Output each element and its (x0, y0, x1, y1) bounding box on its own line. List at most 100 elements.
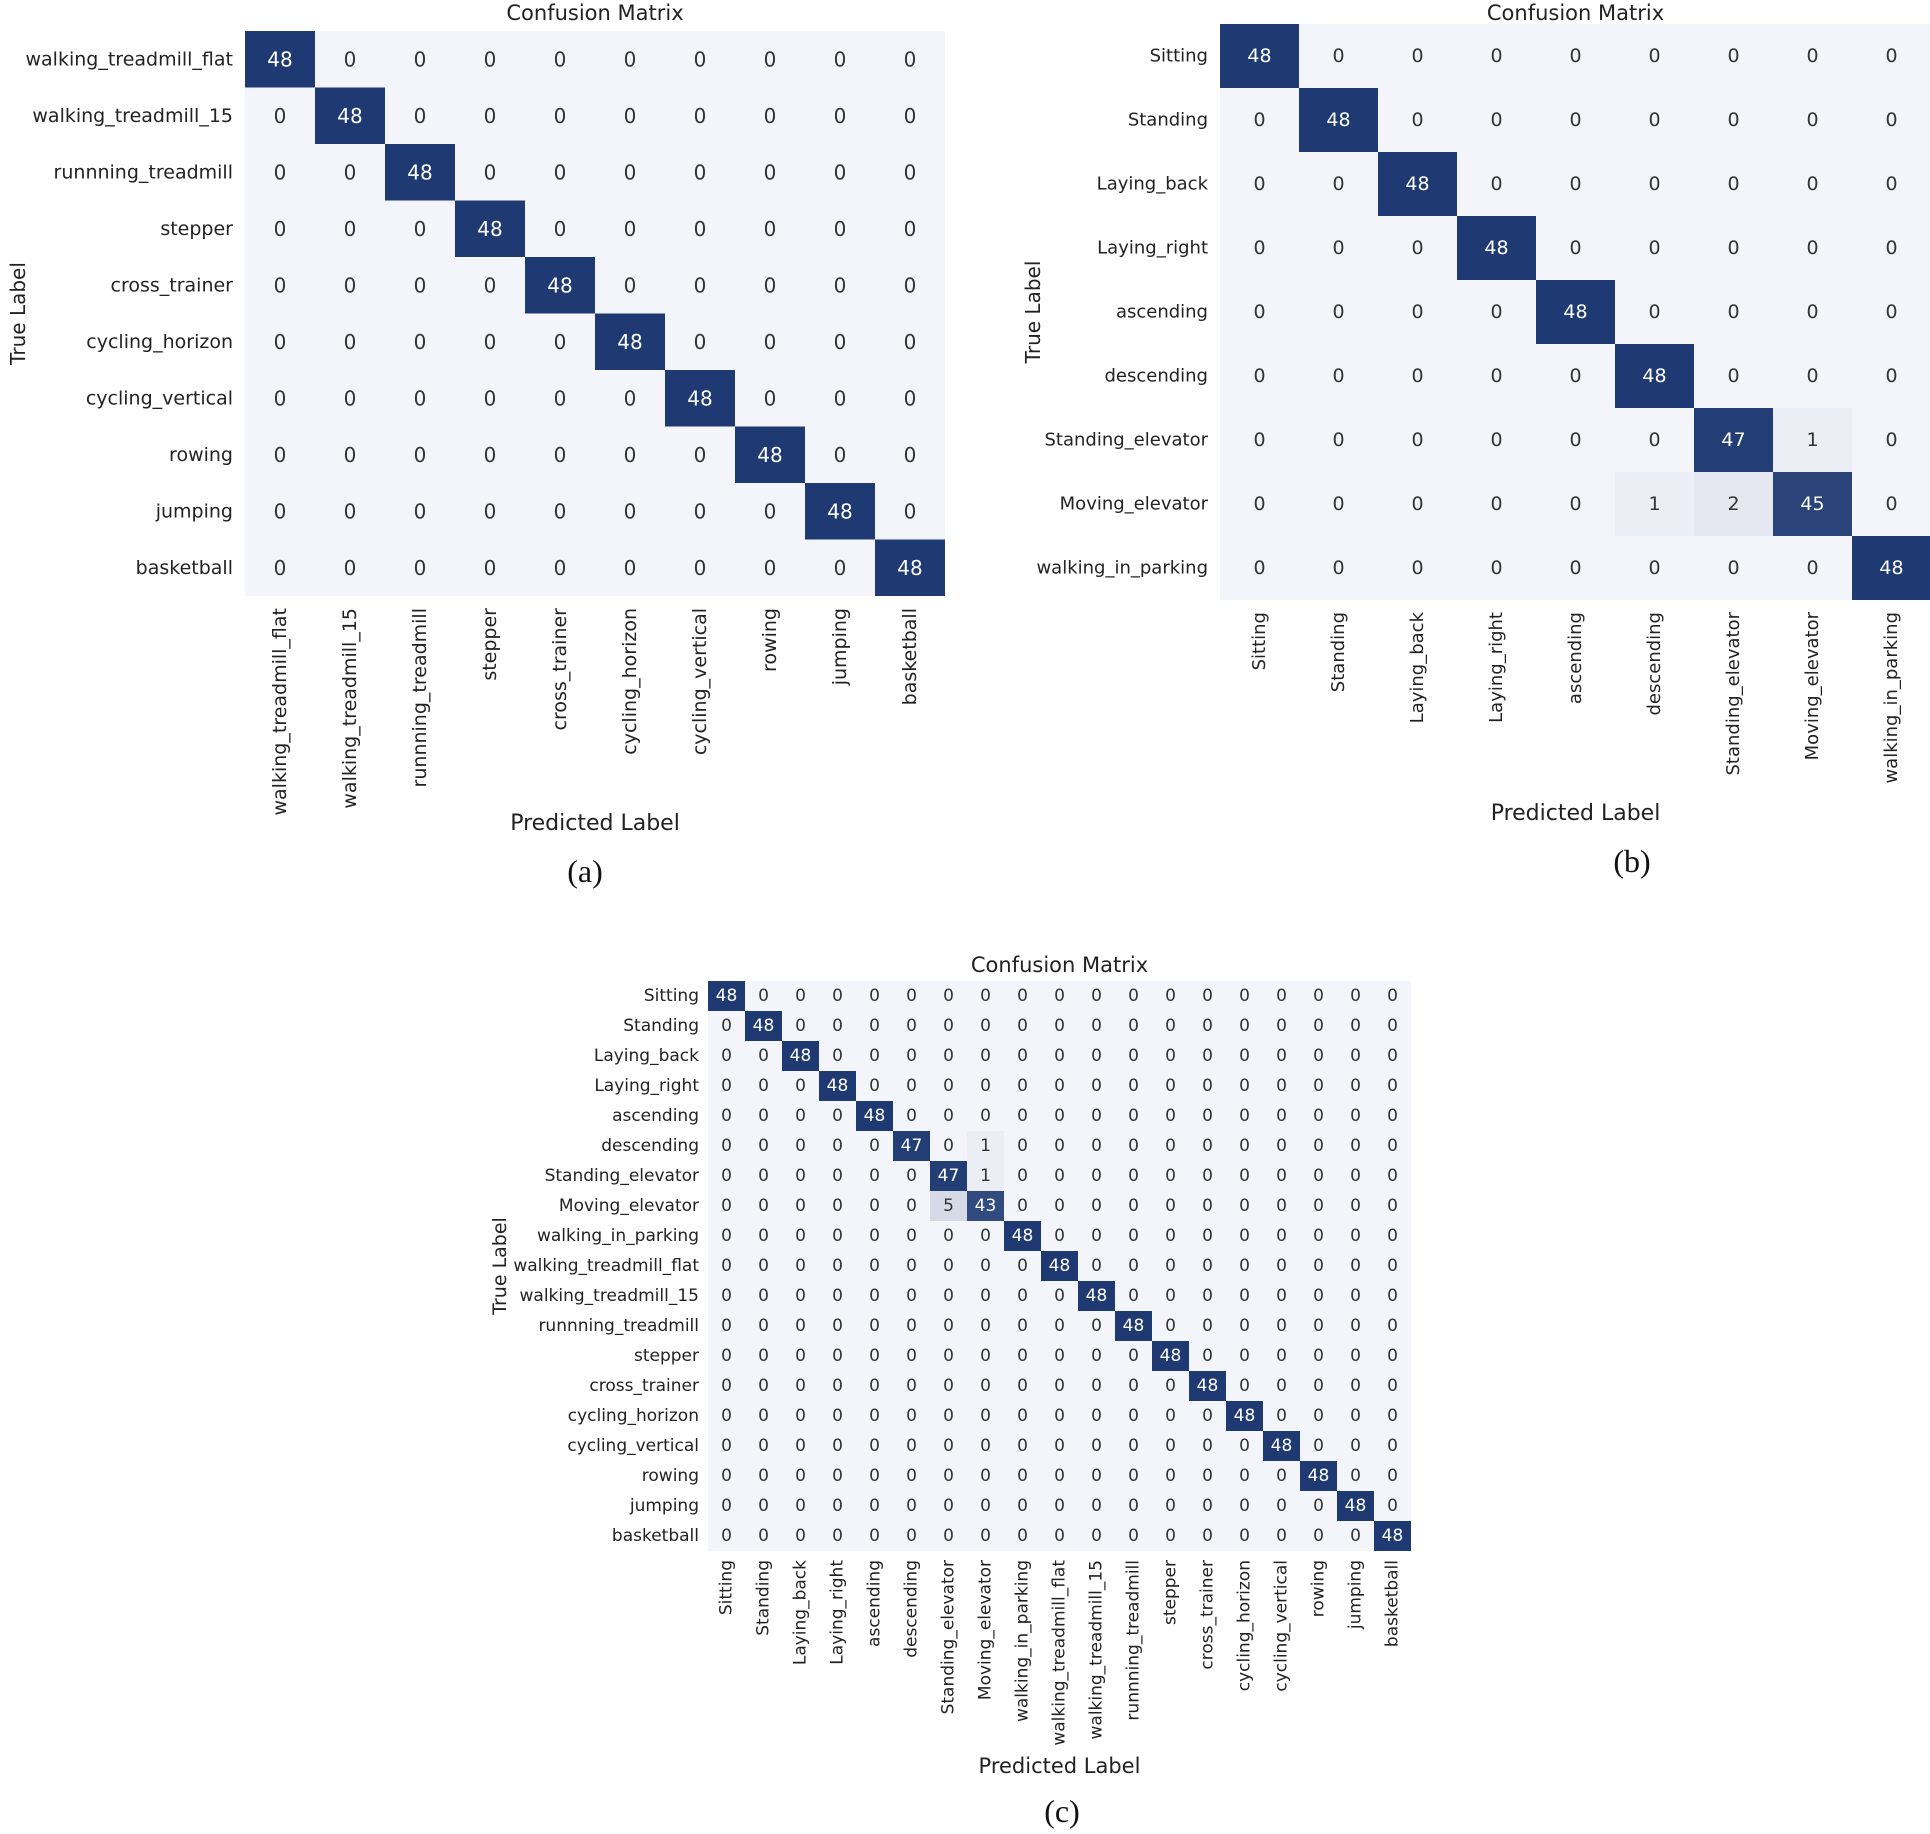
heatmap-cell (745, 1401, 782, 1431)
heatmap-cell (745, 1491, 782, 1521)
cell-value-label: 0 (1411, 237, 1423, 259)
cell-value-label: 0 (834, 386, 847, 410)
cell-value-label: 0 (1648, 557, 1660, 579)
x-tick-label: basketball (899, 608, 921, 705)
cell-value-label: 0 (1165, 1136, 1176, 1156)
cell-value-label: 0 (1411, 557, 1423, 579)
cell-value-label: 0 (834, 273, 847, 297)
cell-value-label: 0 (869, 1346, 880, 1366)
cell-value-label: 0 (1350, 1256, 1361, 1276)
heatmap-cell (1115, 1491, 1152, 1521)
cell-value-label: 0 (1648, 429, 1660, 451)
cell-value-label: 0 (758, 1286, 769, 1306)
heatmap-cell (1773, 88, 1852, 152)
y-axis-title: True Label (6, 262, 30, 366)
heatmap-cell (455, 31, 525, 88)
heatmap-cell (1115, 1251, 1152, 1281)
cell-value-label: 0 (980, 1226, 991, 1246)
cell-value-label: 0 (795, 1346, 806, 1366)
cell-value-label: 0 (1239, 1256, 1250, 1276)
cell-value-label: 0 (1091, 1196, 1102, 1216)
heatmap-cell (665, 313, 735, 370)
cell-value-label: 0 (904, 47, 917, 71)
cell-value-label: 0 (869, 1466, 880, 1486)
cell-value-label: 0 (1276, 1406, 1287, 1426)
heatmap-cell (805, 426, 875, 483)
heatmap-cell (1457, 344, 1536, 408)
heatmap-cell (1115, 1011, 1152, 1041)
heatmap-cell (1115, 1401, 1152, 1431)
cell-value-label: 0 (795, 1226, 806, 1246)
cell-value-label: 0 (554, 499, 567, 523)
heatmap-cell (1337, 1431, 1374, 1461)
chart-title: Confusion Matrix (971, 953, 1148, 977)
heatmap-cell (1041, 1221, 1078, 1251)
y-tick-label: cycling_horizon (86, 331, 233, 353)
cell-value-label: 0 (1276, 1106, 1287, 1126)
heatmap-cell (967, 1251, 1004, 1281)
heatmap-cell (1078, 1101, 1115, 1131)
heatmap-cell (1299, 408, 1378, 472)
cell-value-label: 0 (795, 1286, 806, 1306)
heatmap-cell (595, 87, 665, 144)
cell-value-label: 0 (694, 160, 707, 184)
cell-value-label: 48 (790, 1046, 812, 1066)
cell-value-label: 0 (869, 1256, 880, 1276)
cell-value-label: 0 (1648, 109, 1660, 131)
x-tick-label: walking_treadmill_flat (269, 608, 291, 816)
heatmap-cell (1115, 1101, 1152, 1131)
heatmap-cell (875, 200, 945, 257)
cell-value-label: 0 (1202, 1316, 1213, 1336)
cell-value-label: 0 (1313, 1436, 1324, 1456)
heatmap-cell (1152, 1011, 1189, 1041)
cell-value-label: 0 (869, 1376, 880, 1396)
heatmap-cell (708, 1341, 745, 1371)
x-tick-label: Standing_elevator (1723, 611, 1744, 775)
cell-value-label: 0 (1276, 1286, 1287, 1306)
cell-value-label: 0 (1885, 493, 1897, 515)
cell-value-label: 0 (980, 1046, 991, 1066)
cell-value-label: 0 (795, 1196, 806, 1216)
x-tick-label: descending (1644, 612, 1665, 716)
heatmap-cell (1378, 280, 1457, 344)
heatmap-cell (782, 1311, 819, 1341)
cell-value-label: 0 (795, 1376, 806, 1396)
cell-value-label: 0 (1332, 365, 1344, 387)
cell-value-label: 0 (764, 104, 777, 128)
cell-value-label: 0 (1128, 1016, 1139, 1036)
heatmap-cell (856, 1311, 893, 1341)
panel-c: 48 0 0 0 0 0 0 0 0 0 0 0 0 0 0 0 0 0 0 0 48 0 0 0 0 0 0 0 0 0 0 0 0 0 0 0 0 0… (489, 953, 1411, 1829)
cell-value-label: 0 (1727, 173, 1739, 195)
cell-value-label: 0 (1202, 1226, 1213, 1246)
cell-value-label: 0 (1165, 1286, 1176, 1306)
heatmap-cell (1378, 152, 1457, 216)
heatmap-cell (1226, 981, 1263, 1011)
heatmap-cell (1457, 88, 1536, 152)
heatmap-cell (525, 539, 595, 596)
heatmap-cell (595, 426, 665, 483)
y-tick-label: jumping (629, 1496, 699, 1516)
cell-value-label: 0 (764, 386, 777, 410)
heatmap-cell (1300, 1191, 1337, 1221)
cell-value-label: 0 (1276, 1136, 1287, 1156)
cell-value-label: 0 (1054, 1316, 1065, 1336)
heatmap-cell (245, 144, 315, 201)
heatmap-cell (1220, 216, 1299, 280)
cell-value-label: 0 (1091, 1466, 1102, 1486)
heatmap-cell (930, 1401, 967, 1431)
heatmap-cell (385, 483, 455, 540)
heatmap-cell (1078, 1281, 1115, 1311)
heatmap-cell (1189, 1491, 1226, 1521)
heatmap-cell (708, 1071, 745, 1101)
heatmap-cell (1299, 536, 1378, 600)
heatmap-cell (1337, 1221, 1374, 1251)
heatmap-cell (1078, 1311, 1115, 1341)
cell-value-label: 5 (943, 1196, 954, 1216)
heatmap-cell (967, 1371, 1004, 1401)
cell-value-label: 0 (624, 499, 637, 523)
heatmap-cell (1041, 1191, 1078, 1221)
cell-value-label: 0 (624, 47, 637, 71)
cell-value-label: 0 (906, 1526, 917, 1546)
cell-value-label: 0 (943, 1076, 954, 1096)
cell-value-label: 0 (943, 1286, 954, 1306)
